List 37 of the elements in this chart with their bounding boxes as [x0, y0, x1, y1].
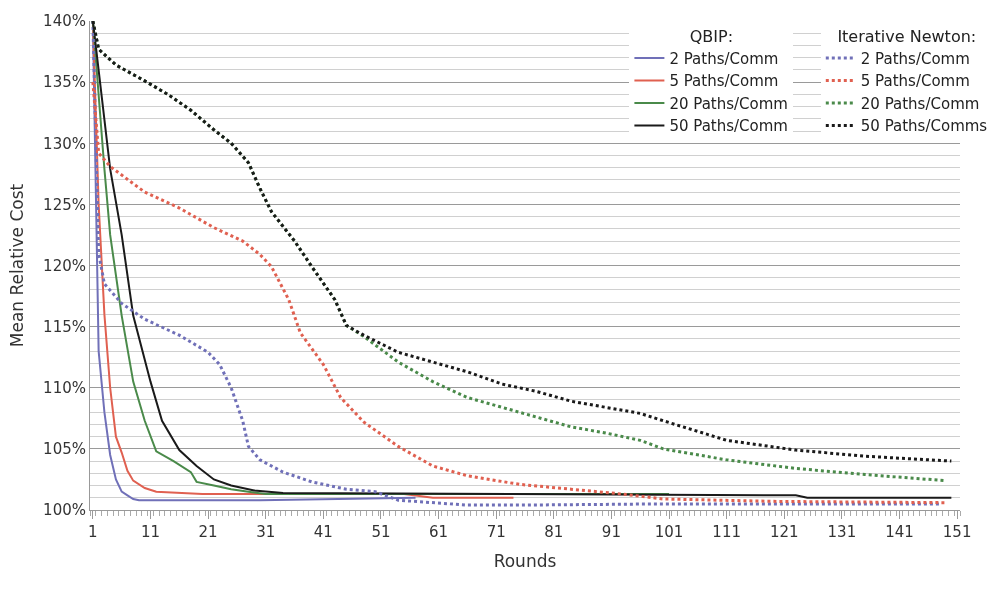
y-tick-label: 100% — [43, 501, 86, 520]
legend-label: 50 Paths/Comms — [860, 117, 988, 136]
y-tick-label: 115% — [43, 317, 86, 336]
x-tick-label: 111 — [712, 523, 741, 541]
x-tick-label: 71 — [486, 523, 506, 541]
x-tick-label: 131 — [827, 523, 857, 541]
x-tick-label: 51 — [371, 523, 391, 541]
text: Iterative Newton: — [837, 26, 977, 46]
legend-label: 2 Paths/Comm — [669, 49, 779, 68]
legend-label: 5 Paths/Comm — [860, 72, 970, 91]
legend-label: 5 Paths/Comm — [669, 72, 779, 91]
x-tick-label: 1 — [88, 523, 98, 541]
legend-label: 20 Paths/Comm — [860, 94, 980, 113]
x-tick-label: 141 — [885, 523, 914, 541]
y-tick-label: 130% — [43, 134, 86, 153]
x-tick-label: 21 — [198, 523, 218, 541]
x-tick-label: 121 — [769, 523, 799, 541]
legend-label: 50 Paths/Comm — [669, 117, 788, 136]
x-tick-label: 61 — [429, 523, 449, 541]
legend-label: 20 Paths/Comm — [669, 94, 788, 113]
legend-label: 2 Paths/Comm — [860, 49, 970, 68]
y-axis-title: Mean Relative Cost — [6, 183, 27, 348]
x-axis-title: Rounds — [493, 551, 557, 572]
y-tick-label: 105% — [43, 440, 86, 459]
y-tick-label: 140% — [43, 12, 86, 31]
y-tick-label: 135% — [43, 73, 86, 92]
x-tick-label: 41 — [313, 523, 333, 541]
y-tick-label: 110% — [43, 379, 86, 397]
x-tick-label: 101 — [654, 523, 684, 541]
text: QBIP: — [689, 26, 734, 46]
x-tick-label: 31 — [256, 523, 276, 541]
x-tick-label: 151 — [942, 523, 972, 541]
x-tick-label: 91 — [601, 523, 621, 541]
x-tick-label: 81 — [544, 523, 564, 541]
y-tick-label: 120% — [43, 256, 86, 275]
x-tick-label: 11 — [140, 523, 161, 541]
y-tick-label: 125% — [43, 195, 86, 214]
